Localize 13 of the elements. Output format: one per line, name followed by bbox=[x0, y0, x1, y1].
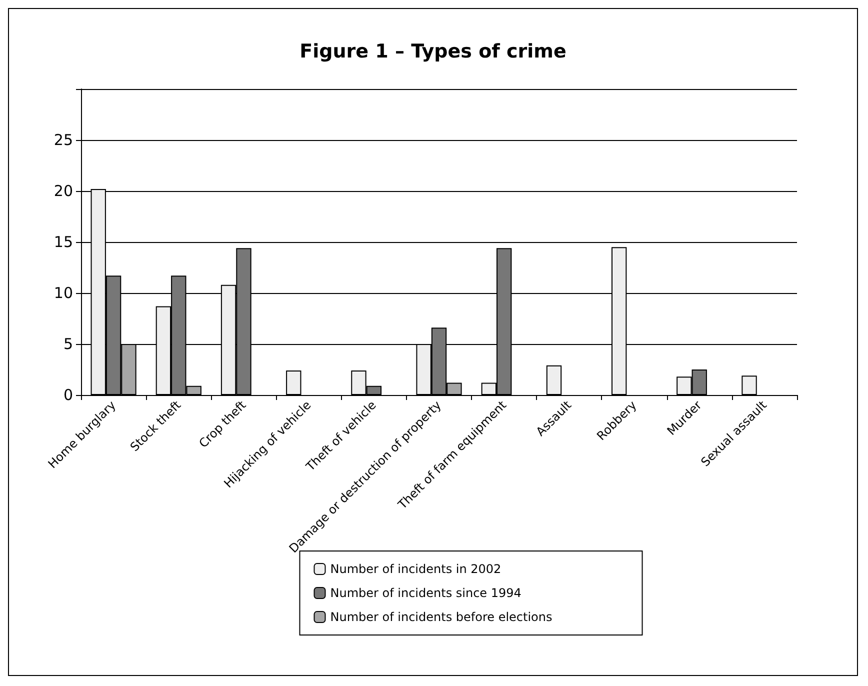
y-tick-label: 5 bbox=[63, 335, 73, 353]
bar bbox=[742, 376, 757, 395]
bar bbox=[546, 365, 562, 395]
y-tick-label: 10 bbox=[54, 284, 73, 302]
y-tick-label: 25 bbox=[54, 131, 73, 149]
chart-title: Figure 1 – Types of crime bbox=[300, 40, 566, 62]
legend-label: Number of incidents in 2002 bbox=[330, 562, 502, 576]
y-tick-label: 20 bbox=[54, 182, 73, 200]
legend-label: Number of incidents before elections bbox=[330, 610, 552, 624]
y-tick-label: 0 bbox=[63, 386, 73, 404]
y-tick-label: 15 bbox=[54, 233, 73, 251]
legend-label: Number of incidents since 1994 bbox=[330, 586, 522, 600]
bar bbox=[286, 370, 302, 395]
